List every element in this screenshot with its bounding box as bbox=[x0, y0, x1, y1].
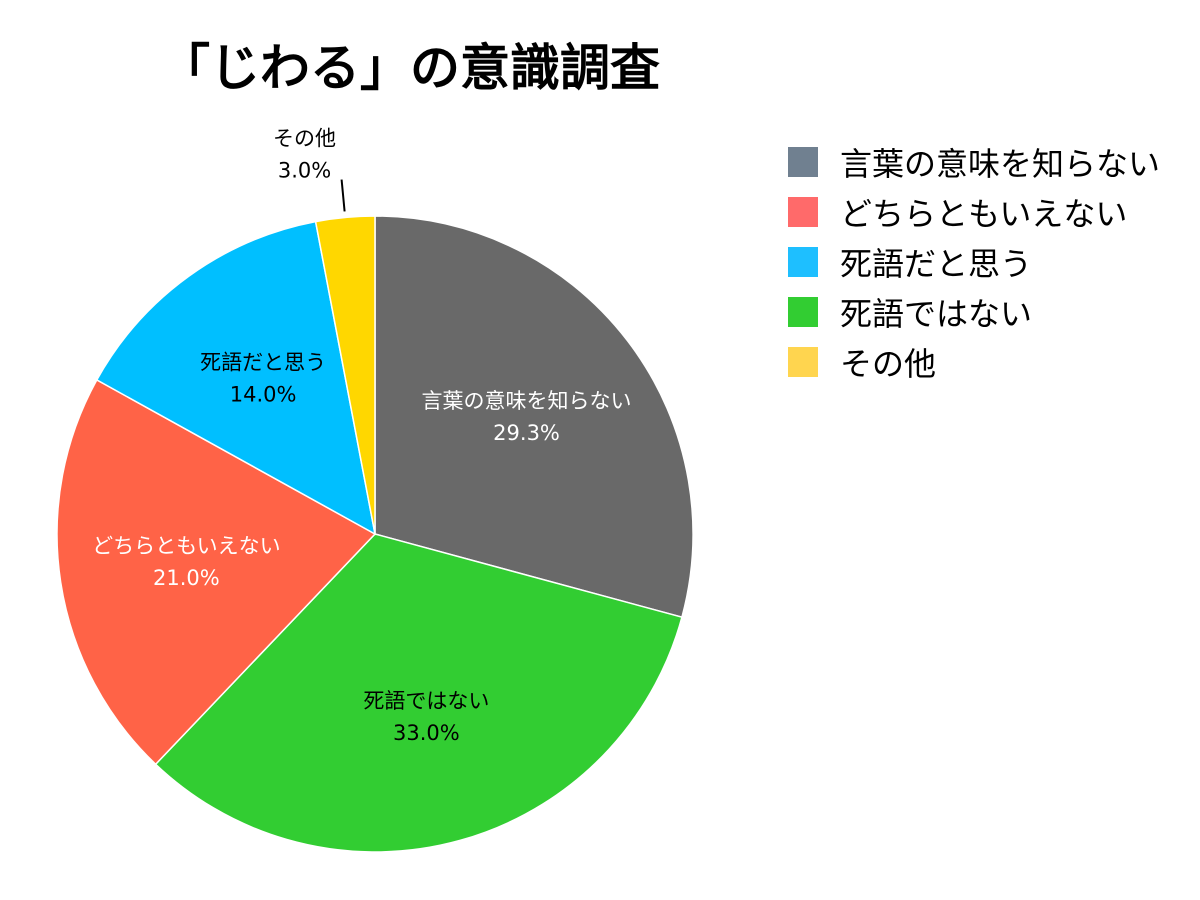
slice-label: どちらともいえない bbox=[92, 534, 281, 558]
legend-label: 死語だと思う bbox=[840, 245, 1033, 283]
legend: 言葉の意味を知らない どちらともいえない 死語だと思う 死語ではない その他 bbox=[788, 137, 1160, 387]
legend-item: その他 bbox=[788, 337, 1160, 387]
slice-value-label: 21.0% bbox=[153, 566, 220, 590]
legend-swatch bbox=[788, 347, 818, 377]
pie-slice bbox=[374, 215, 694, 619]
legend-swatch bbox=[788, 197, 818, 227]
legend-item: どちらともいえない bbox=[788, 187, 1160, 237]
slice-value-label: 3.0% bbox=[278, 159, 331, 183]
slice-value-label: 33.0% bbox=[393, 721, 460, 745]
slice-label: その他 bbox=[273, 127, 336, 151]
leader-line bbox=[340, 179, 346, 212]
pie-slice bbox=[154, 533, 683, 853]
legend-item: 死語だと思う bbox=[788, 237, 1160, 287]
slice-value-label: 14.0% bbox=[230, 382, 297, 406]
legend-item: 言葉の意味を知らない bbox=[788, 137, 1160, 187]
slice-value-label: 29.3% bbox=[493, 421, 560, 445]
pie-slice bbox=[95, 220, 377, 536]
pie-slices bbox=[56, 215, 694, 853]
legend-item: 死語ではない bbox=[788, 287, 1160, 337]
legend-label: その他 bbox=[840, 345, 937, 383]
legend-label: 死語ではない bbox=[840, 295, 1033, 333]
legend-label: どちらともいえない bbox=[840, 195, 1128, 233]
pie-labels: 言葉の意味を知らない 29.3% 死語ではない 33.0% どちらともいえない 21.0%… bbox=[92, 127, 631, 745]
slice-label: 言葉の意味を知らない bbox=[422, 389, 632, 413]
legend-swatch bbox=[788, 297, 818, 327]
pie-slice bbox=[314, 215, 376, 535]
legend-label: 言葉の意味を知らない bbox=[840, 145, 1161, 183]
legend-swatch bbox=[788, 147, 818, 177]
legend-swatch bbox=[788, 247, 818, 277]
slice-label: 死語だと思う bbox=[200, 350, 326, 374]
chart-title: 「じわる」の意識調査 bbox=[160, 39, 660, 97]
slice-label: 死語ではない bbox=[363, 689, 489, 713]
pie-slice bbox=[56, 378, 377, 766]
